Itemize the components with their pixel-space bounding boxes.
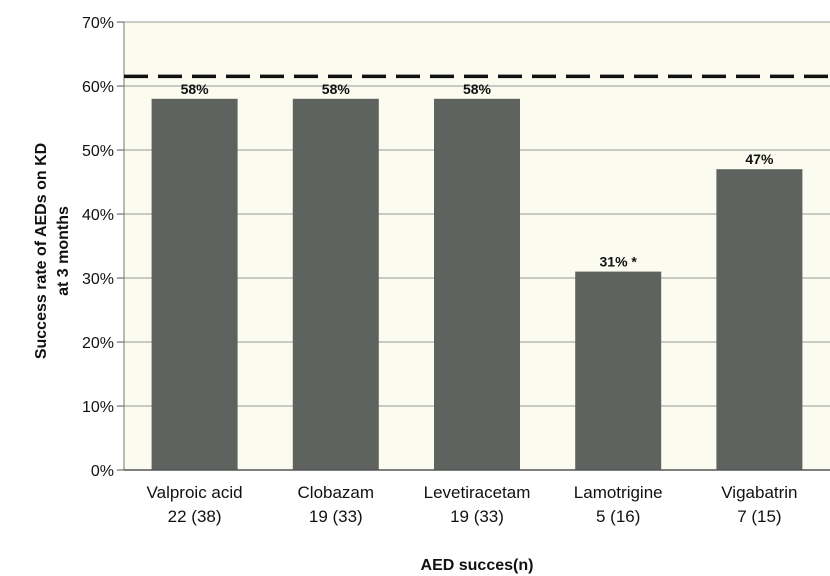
- bar-value-label: 58%: [322, 81, 351, 97]
- y-tick-label: 60%: [82, 79, 114, 96]
- x-category-count: 5 (16): [596, 507, 640, 526]
- x-category-name: Clobazam: [298, 483, 375, 502]
- bar-data-labels: 58% 58% 58% 31% * 47%: [181, 81, 774, 270]
- y-axis-title-line: at 3 months: [55, 206, 72, 296]
- y-tick-label: 10%: [82, 399, 114, 416]
- x-axis-title: AED succes(n): [421, 557, 534, 574]
- y-tick-label: 40%: [82, 207, 114, 224]
- y-tick-label: 0%: [91, 463, 114, 480]
- x-category-count: 22 (38): [168, 507, 222, 526]
- bar-value-label: 47%: [745, 151, 774, 167]
- y-axis-title-line: Success rate of AEDs on KD: [33, 143, 50, 359]
- x-category-count: 19 (33): [309, 507, 363, 526]
- y-tick-label: 50%: [82, 143, 114, 160]
- y-axis-title: Success rate of AEDs on KD at 3 months: [33, 143, 72, 359]
- x-category-name: Lamotrigine: [574, 483, 663, 502]
- x-category-count: 7 (15): [737, 507, 781, 526]
- y-tick-label: 70%: [82, 15, 114, 32]
- bar-value-label: 31% *: [600, 254, 638, 270]
- x-category-name: Levetiracetam: [424, 483, 531, 502]
- bar: [716, 169, 803, 470]
- bar: [292, 98, 379, 471]
- bar: [151, 98, 238, 471]
- y-tick-label: 20%: [82, 335, 114, 352]
- bar-value-label: 58%: [181, 81, 210, 97]
- x-category-count: 19 (33): [450, 507, 504, 526]
- y-tick-label: 30%: [82, 271, 114, 288]
- bars: [151, 98, 803, 471]
- bar: [434, 98, 520, 471]
- x-axis-category-labels: Valproic acid 22 (38) Clobazam 19 (33) Levet…: [147, 483, 798, 526]
- x-category-name: Vigabatrin: [721, 483, 797, 502]
- bar: [575, 271, 662, 470]
- x-category-name: Valproic acid: [147, 483, 243, 502]
- bar-value-label: 58%: [463, 81, 492, 97]
- y-axis-ticks: 0% 10% 20% 30% 40% 50% 60% 70%: [82, 15, 114, 480]
